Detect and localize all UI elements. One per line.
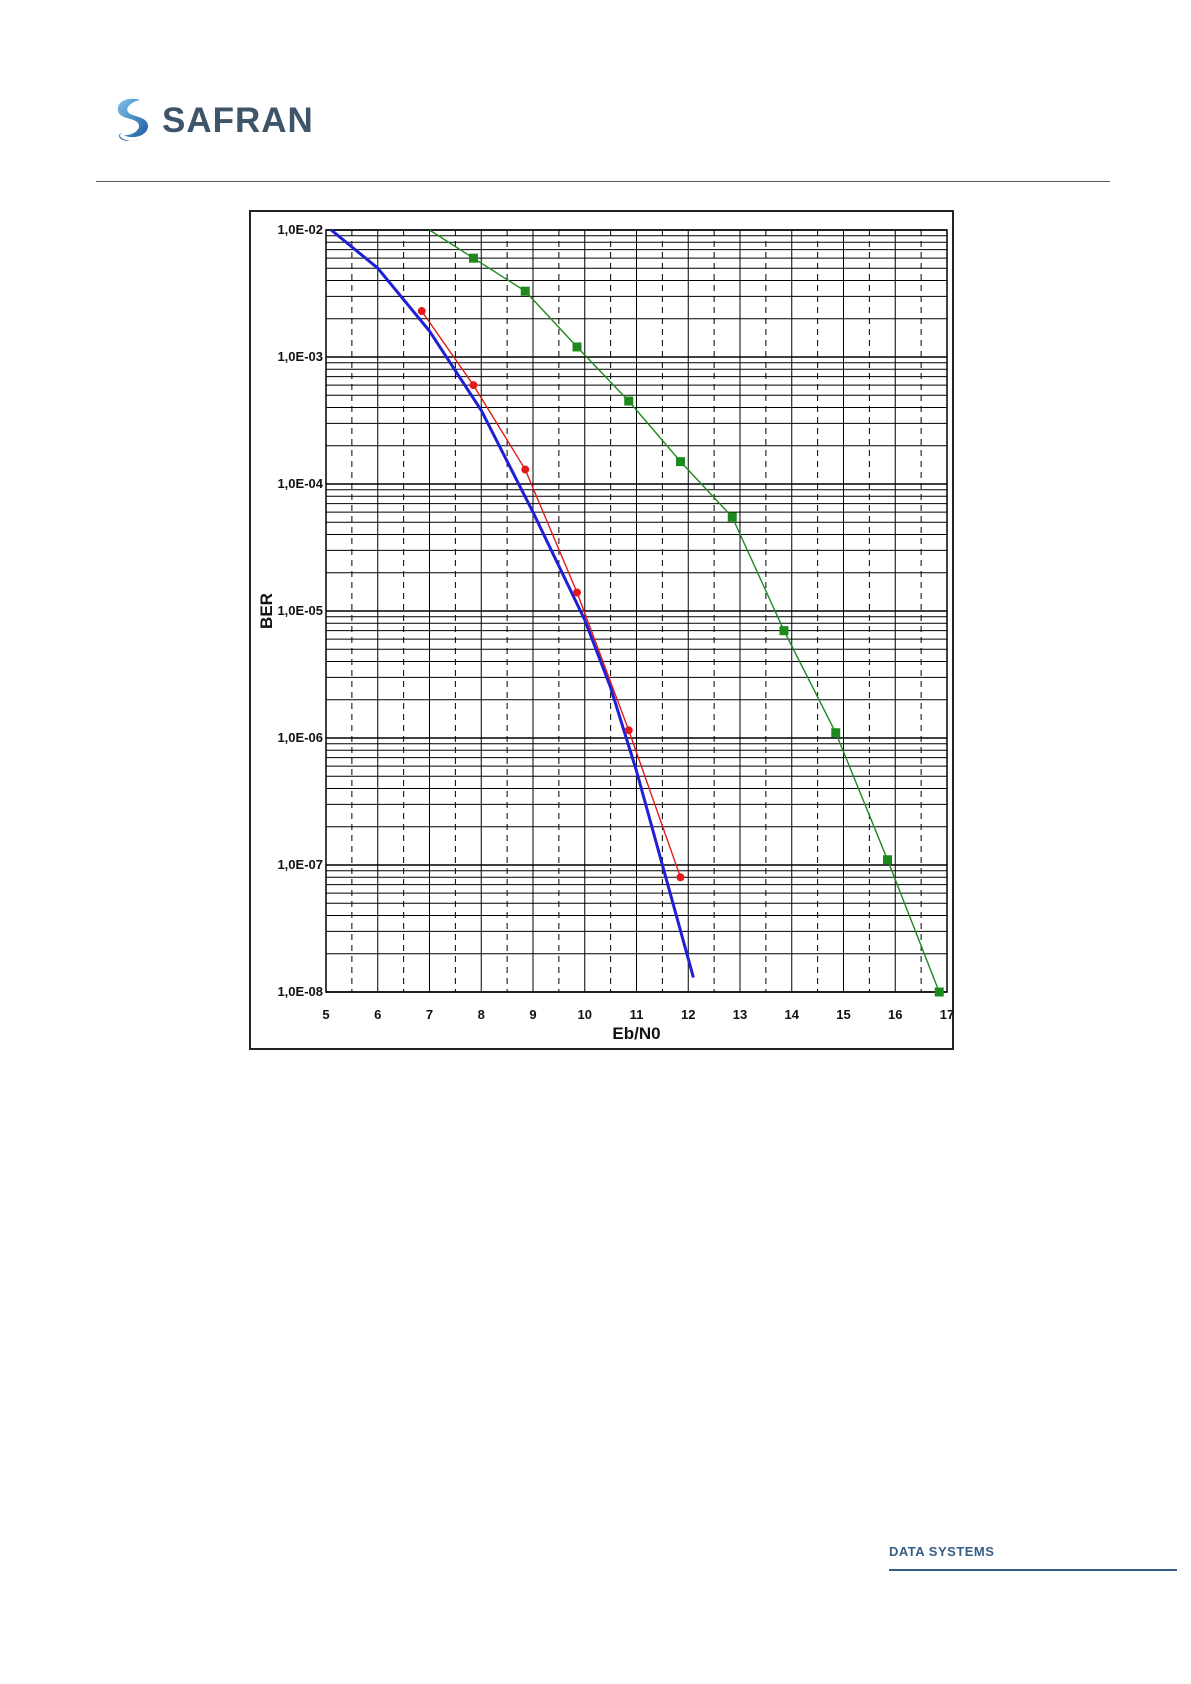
- x-tick-label: 13: [733, 1007, 747, 1022]
- x-tick-label: 14: [785, 1007, 800, 1022]
- y-tick-label: 1,0E-07: [277, 857, 323, 872]
- chart-axes: 1,0E-02 1,0E-03 1,0E-04 1,0E-05 1,0E-06 1,0E-…: [277, 222, 954, 1022]
- data-point: [572, 342, 582, 352]
- x-tick-label: 15: [836, 1007, 850, 1022]
- x-tick-label: 12: [681, 1007, 695, 1022]
- x-tick-label: 5: [322, 1007, 329, 1022]
- data-point: [882, 855, 892, 865]
- y-tick-label: 1,0E-04: [277, 476, 323, 491]
- chart-series: [330, 228, 944, 997]
- y-axis-title: BER: [257, 593, 276, 629]
- plot-border: [325, 229, 948, 993]
- y-tick-label: 1,0E-05: [277, 603, 323, 618]
- data-point: [831, 728, 841, 738]
- chart-grid: [325, 229, 948, 993]
- footer-label: DATA SYSTEMS: [889, 1544, 995, 1559]
- y-tick-label: 1,0E-08: [277, 984, 323, 999]
- footer-divider: [889, 1569, 1177, 1571]
- header-divider: [96, 181, 1110, 182]
- data-point: [727, 512, 737, 522]
- data-point: [675, 457, 685, 467]
- data-point: [779, 626, 789, 636]
- x-tick-label: 9: [529, 1007, 536, 1022]
- data-point: [676, 873, 685, 882]
- series-line: [330, 228, 695, 978]
- x-tick-label: 17: [940, 1007, 954, 1022]
- safran-s-logo-icon: [117, 98, 148, 141]
- safran-logo: SAFRAN: [110, 96, 350, 152]
- x-tick-label: 16: [888, 1007, 902, 1022]
- x-tick-label: 11: [630, 1007, 644, 1022]
- y-tick-label: 1,0E-02: [277, 222, 323, 237]
- data-point: [468, 253, 478, 263]
- series-line: [421, 310, 682, 878]
- series-0: [330, 228, 695, 978]
- series-2: [429, 229, 944, 997]
- x-axis-title: Eb/N0: [612, 1024, 660, 1043]
- data-point: [934, 987, 944, 997]
- data-point: [624, 396, 634, 406]
- series-1: [417, 307, 685, 882]
- data-point: [417, 307, 426, 316]
- data-point: [469, 381, 478, 390]
- data-point: [520, 286, 530, 296]
- x-tick-label: 7: [426, 1007, 433, 1022]
- ber-chart: 1,0E-02 1,0E-03 1,0E-04 1,0E-05 1,0E-06 1,0E-…: [257, 222, 954, 1043]
- data-point: [624, 726, 633, 735]
- chart-frame: 1,0E-02 1,0E-03 1,0E-04 1,0E-05 1,0E-06 1,0E-…: [249, 210, 954, 1050]
- data-point: [572, 588, 581, 597]
- x-tick-label: 10: [578, 1007, 592, 1022]
- x-tick-label: 6: [374, 1007, 381, 1022]
- data-point: [521, 465, 530, 474]
- logo-text: SAFRAN: [162, 101, 314, 140]
- x-tick-label: 8: [478, 1007, 485, 1022]
- y-tick-label: 1,0E-06: [277, 730, 323, 745]
- y-tick-label: 1,0E-03: [277, 349, 323, 364]
